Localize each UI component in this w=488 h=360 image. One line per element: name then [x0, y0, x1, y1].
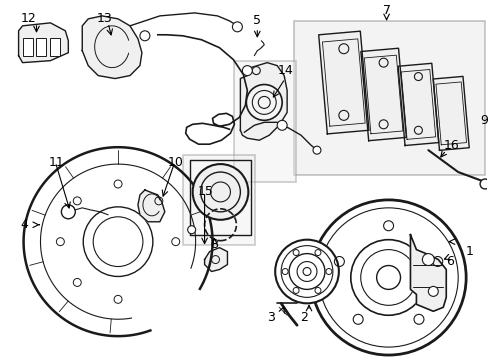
Circle shape [427, 287, 437, 296]
Text: 3: 3 [267, 311, 275, 324]
Text: 15: 15 [197, 185, 213, 198]
Circle shape [275, 240, 338, 303]
Text: 10: 10 [167, 156, 183, 168]
Text: 9: 9 [479, 114, 487, 127]
Text: 16: 16 [443, 139, 458, 152]
Circle shape [242, 66, 252, 76]
Polygon shape [204, 248, 227, 271]
Circle shape [246, 85, 282, 120]
Text: 11: 11 [48, 156, 64, 168]
Polygon shape [82, 16, 142, 78]
Circle shape [277, 120, 286, 130]
Polygon shape [397, 63, 438, 145]
Text: 12: 12 [20, 12, 36, 25]
Circle shape [252, 67, 260, 75]
Polygon shape [19, 23, 68, 63]
Circle shape [310, 200, 465, 355]
Circle shape [303, 267, 310, 275]
Bar [22, 38, 33, 56]
Text: 5: 5 [253, 14, 261, 27]
Circle shape [61, 205, 75, 219]
Circle shape [187, 226, 195, 234]
Circle shape [140, 31, 150, 41]
Circle shape [312, 146, 320, 154]
Bar [183, 155, 255, 245]
Text: 1: 1 [465, 245, 473, 258]
Bar [37, 38, 46, 56]
Bar [50, 38, 60, 56]
Polygon shape [360, 48, 406, 141]
Bar [293, 21, 484, 175]
Text: 14: 14 [277, 64, 292, 77]
Text: 4: 4 [20, 218, 28, 231]
Polygon shape [240, 63, 286, 140]
Polygon shape [432, 76, 468, 150]
Polygon shape [409, 235, 446, 311]
Circle shape [232, 22, 242, 32]
Polygon shape [138, 190, 164, 222]
Text: 6: 6 [446, 255, 453, 268]
Circle shape [422, 253, 433, 266]
Text: 8: 8 [210, 238, 218, 251]
Text: 7: 7 [382, 4, 390, 17]
Text: 2: 2 [300, 311, 307, 324]
Text: 13: 13 [96, 12, 112, 25]
Circle shape [192, 164, 248, 220]
Polygon shape [318, 31, 368, 134]
Bar [234, 60, 295, 182]
Circle shape [479, 179, 488, 189]
